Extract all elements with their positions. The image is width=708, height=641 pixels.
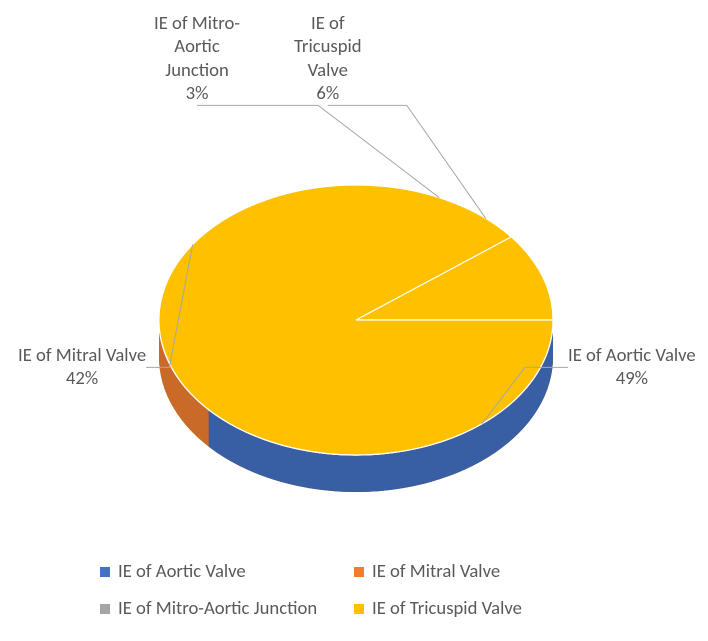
legend-swatch bbox=[100, 604, 110, 614]
slice-name-line: Junction bbox=[154, 59, 240, 82]
slice-label: IE of Aortic Valve49% bbox=[568, 344, 696, 391]
legend-item-mitral: IE of Mitral Valve bbox=[354, 560, 608, 583]
slice-name-line: Aortic bbox=[154, 35, 240, 58]
legend-item-mitroaortic: IE of Mitro-Aortic Junction bbox=[100, 597, 354, 620]
slice-name-line: IE of Aortic Valve bbox=[568, 344, 696, 367]
legend-item-tricuspid: IE of Tricuspid Valve bbox=[354, 597, 608, 620]
pie-slice bbox=[159, 185, 553, 455]
slice-name-line: IE of bbox=[294, 12, 362, 35]
legend-row: IE of Aortic Valve IE of Mitral Valve bbox=[100, 560, 608, 583]
legend-label: IE of Mitral Valve bbox=[372, 560, 500, 583]
pie-chart-container: IE of Aortic Valve49%IE of Mitral Valve4… bbox=[0, 0, 708, 641]
legend-swatch bbox=[354, 604, 364, 614]
slice-label: IE of Mitro-AorticJunction3% bbox=[154, 12, 240, 105]
slice-percent: 6% bbox=[294, 82, 362, 105]
slice-label: IE ofTricuspidValve6% bbox=[294, 12, 362, 105]
leader-line bbox=[197, 105, 439, 197]
slice-percent: 49% bbox=[568, 367, 696, 390]
legend-label: IE of Aortic Valve bbox=[118, 560, 246, 583]
legend-swatch bbox=[354, 567, 364, 577]
legend-row: IE of Mitro-Aortic Junction IE of Tricus… bbox=[100, 597, 608, 620]
legend: IE of Aortic Valve IE of Mitral Valve IE… bbox=[100, 560, 608, 634]
slice-name-line: Valve bbox=[294, 59, 362, 82]
legend-swatch bbox=[100, 567, 110, 577]
slice-percent: 3% bbox=[154, 82, 240, 105]
legend-item-aortic: IE of Aortic Valve bbox=[100, 560, 354, 583]
slice-name-line: Tricuspid bbox=[294, 35, 362, 58]
legend-label: IE of Tricuspid Valve bbox=[372, 597, 522, 620]
slice-label: IE of Mitral Valve42% bbox=[18, 344, 146, 391]
slice-name-line: IE of Mitral Valve bbox=[18, 344, 146, 367]
slice-percent: 42% bbox=[18, 367, 146, 390]
slice-name-line: IE of Mitro- bbox=[154, 12, 240, 35]
legend-label: IE of Mitro-Aortic Junction bbox=[118, 597, 317, 620]
